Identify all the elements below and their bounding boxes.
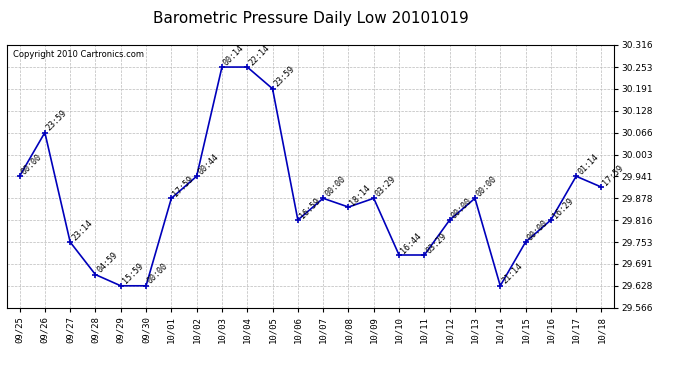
Text: 17:59: 17:59 <box>171 174 195 198</box>
Text: 01:14: 01:14 <box>576 152 600 176</box>
Text: 00:00: 00:00 <box>450 196 474 220</box>
Text: 21:14: 21:14 <box>500 262 524 286</box>
Text: 00:00: 00:00 <box>146 262 170 286</box>
Text: 17:59: 17:59 <box>602 163 626 187</box>
Text: 00:00: 00:00 <box>19 152 43 176</box>
Text: 18:14: 18:14 <box>348 183 373 207</box>
Text: 22:14: 22:14 <box>247 43 271 67</box>
Text: 15:59: 15:59 <box>121 262 145 286</box>
Text: 00:44: 00:44 <box>197 152 221 176</box>
Text: 04:59: 04:59 <box>95 251 119 274</box>
Text: Copyright 2010 Cartronics.com: Copyright 2010 Cartronics.com <box>13 50 144 59</box>
Text: 16:59: 16:59 <box>298 196 322 220</box>
Text: 00:14: 00:14 <box>222 43 246 67</box>
Text: 03:29: 03:29 <box>424 231 448 255</box>
Text: 23:59: 23:59 <box>45 108 69 132</box>
Text: 16:29: 16:29 <box>551 196 575 220</box>
Text: 03:29: 03:29 <box>374 174 398 198</box>
Text: 23:14: 23:14 <box>70 218 95 242</box>
Text: 00:00: 00:00 <box>475 174 499 198</box>
Text: 16:44: 16:44 <box>399 231 423 255</box>
Text: Barometric Pressure Daily Low 20101019: Barometric Pressure Daily Low 20101019 <box>152 11 469 26</box>
Text: 00:00: 00:00 <box>526 218 550 242</box>
Text: 23:59: 23:59 <box>273 65 297 89</box>
Text: 00:00: 00:00 <box>323 174 347 198</box>
